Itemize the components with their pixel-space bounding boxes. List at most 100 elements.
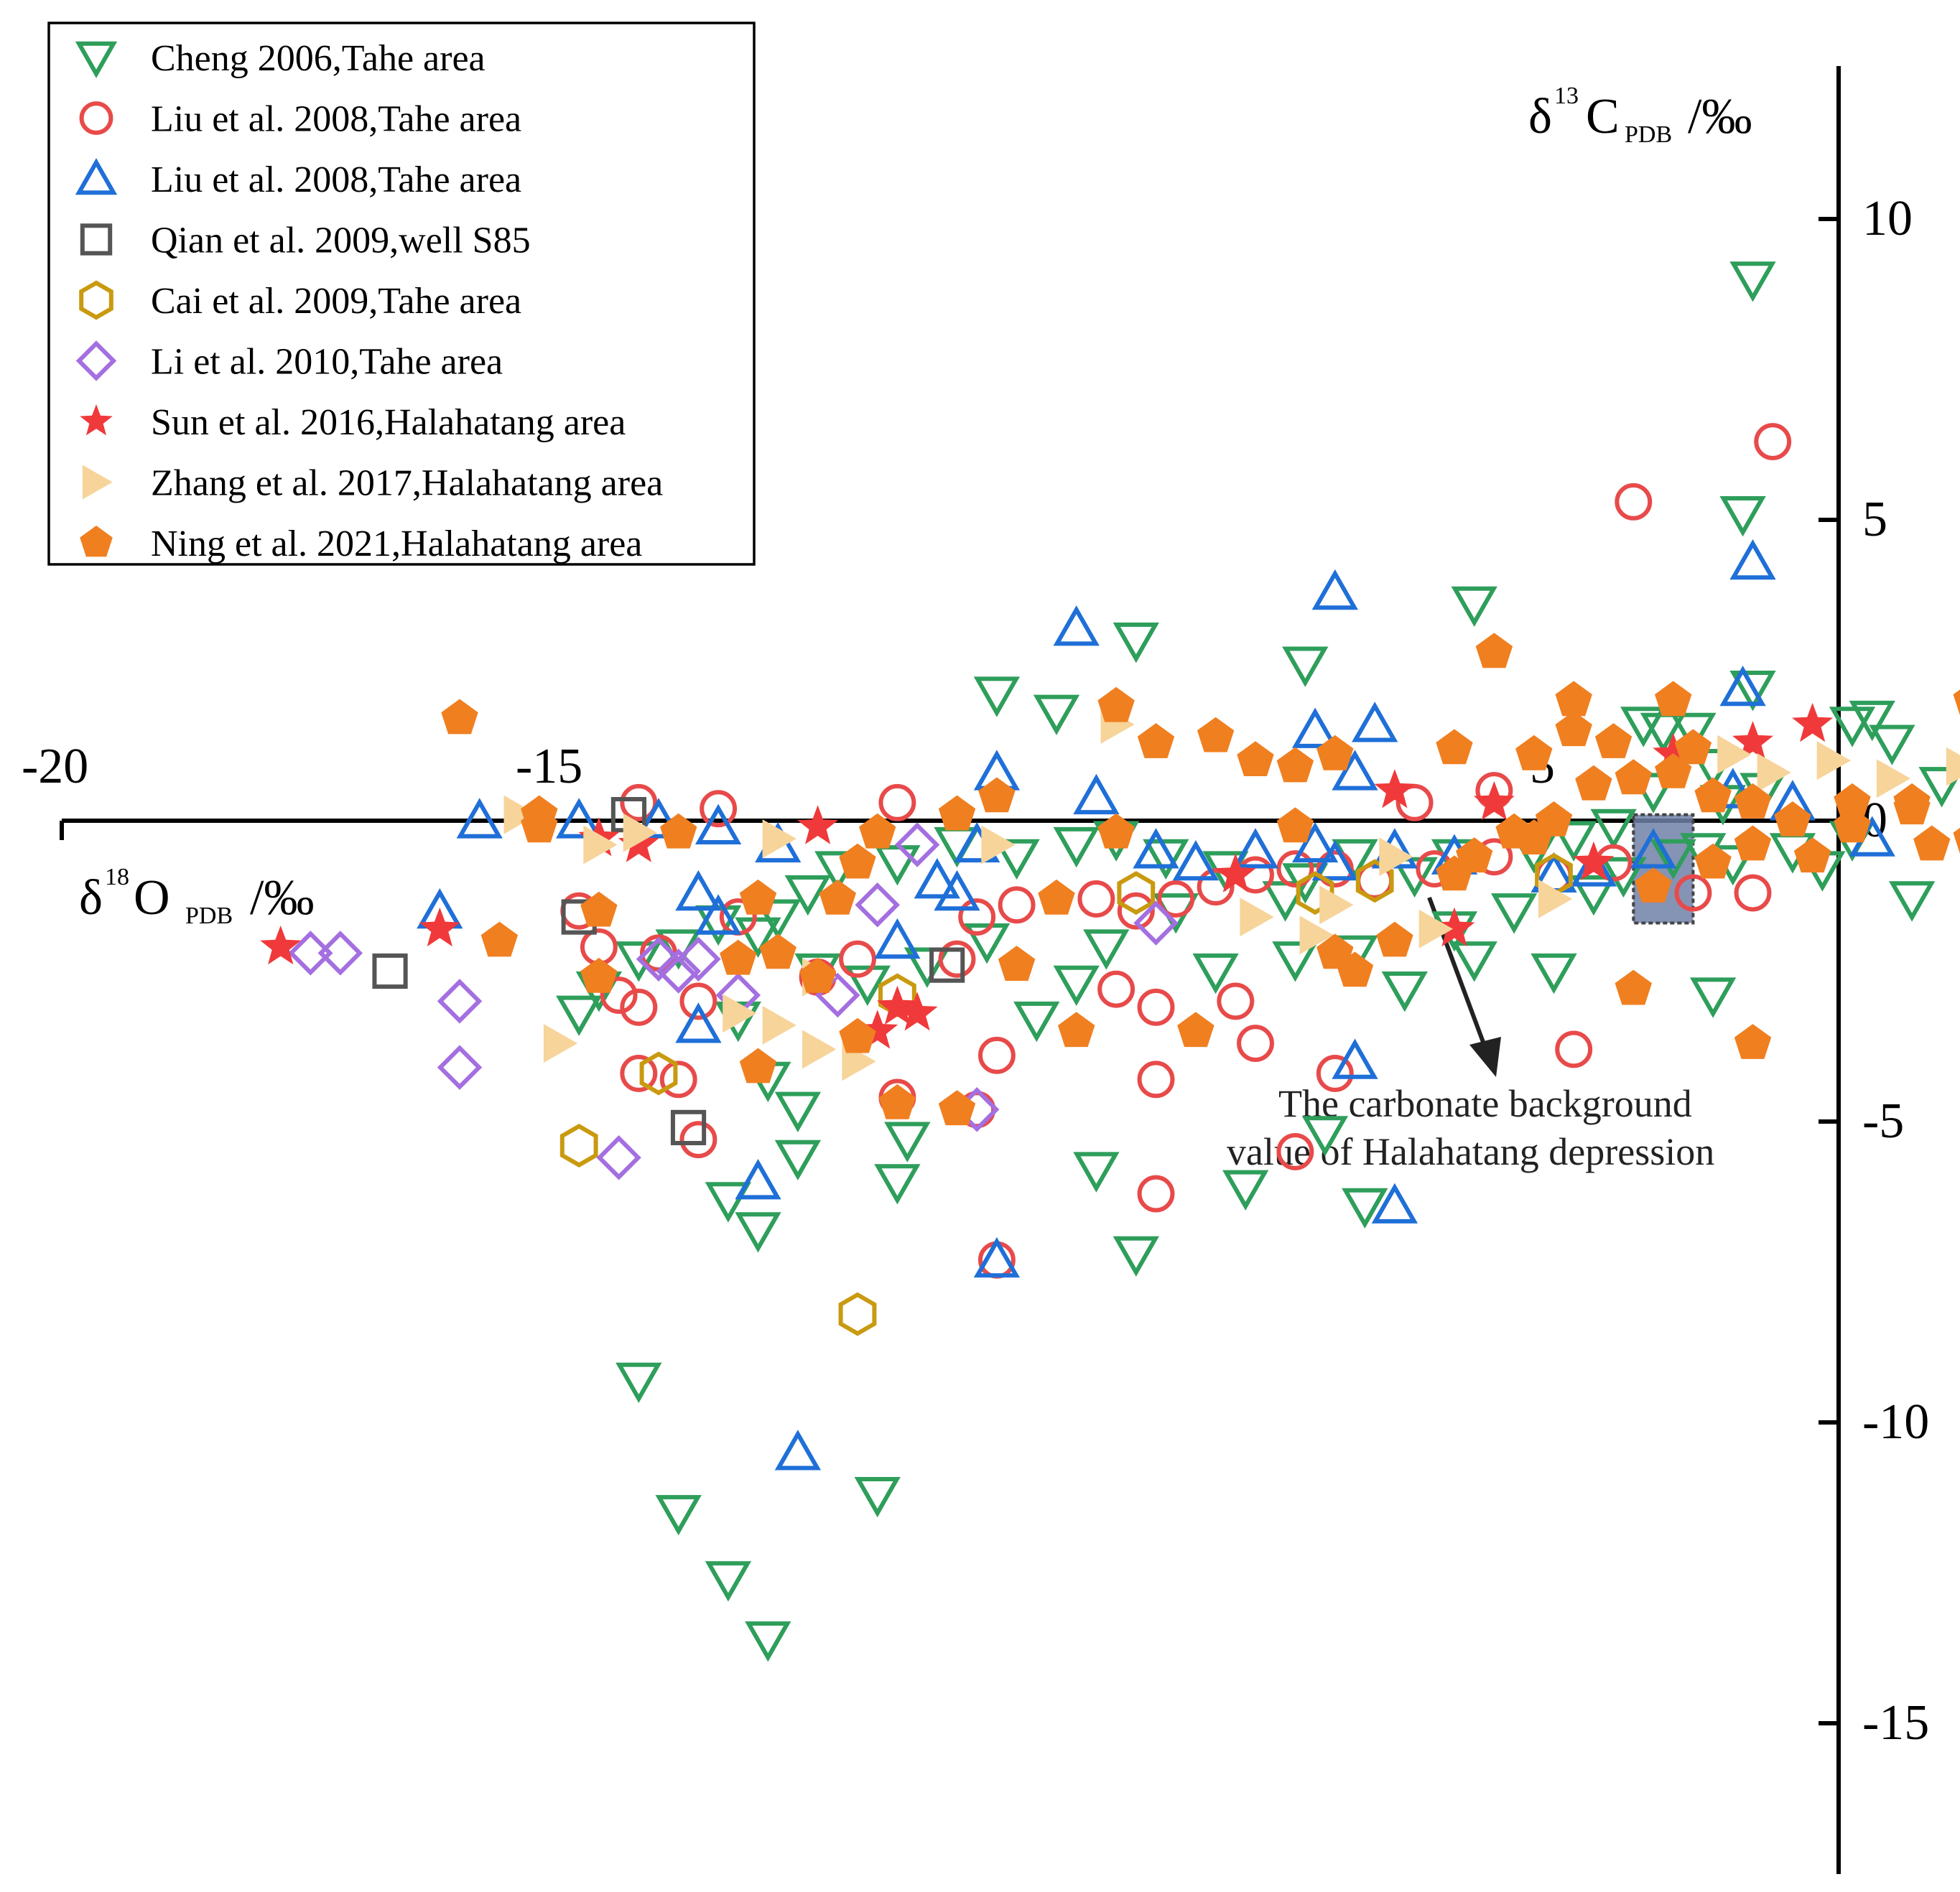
y-tick-label: 5 [1862, 492, 1887, 547]
y-tick-label: -5 [1862, 1094, 1904, 1149]
annotation-line-2: value of Halahatang depression [1227, 1130, 1714, 1173]
data-point [695, 803, 742, 844]
data-point [904, 947, 951, 988]
data-point [543, 1024, 578, 1063]
data-point [1033, 694, 1080, 735]
data-point [973, 676, 1021, 717]
data-point [1551, 821, 1597, 862]
legend-item: Sun et al. 2016,Halahatang area [80, 402, 626, 443]
data-point [456, 798, 503, 839]
data-point [288, 931, 333, 976]
data-point [859, 813, 896, 849]
data-point [1734, 874, 1772, 912]
data-point [1374, 769, 1416, 808]
data-point [1538, 879, 1573, 918]
data-point [1829, 707, 1876, 747]
data-point [1058, 1012, 1095, 1048]
data-point [857, 1010, 898, 1049]
data-point [1594, 723, 1632, 758]
data-point [620, 1055, 658, 1092]
annotation-line-1: The carbonate background [1278, 1082, 1692, 1125]
data-point [878, 1084, 916, 1119]
data-point [1237, 741, 1274, 776]
data-point [1436, 729, 1473, 765]
data-point [1575, 765, 1612, 801]
data-point [878, 783, 916, 821]
x-axis-title-letter: O [134, 870, 170, 926]
series-triangle-right [503, 704, 1960, 1081]
data-point [938, 795, 976, 831]
data-point [1391, 857, 1438, 898]
data-point [1222, 1170, 1269, 1211]
data-point [1053, 826, 1100, 868]
data-point [616, 941, 662, 982]
legend-item: Liu et al. 2008,Tahe area [79, 99, 521, 140]
data-point [839, 843, 876, 879]
data-point [1620, 707, 1667, 747]
data-point [679, 982, 717, 1020]
data-point [1073, 1152, 1120, 1193]
y-axis-title-superscript: 13 [1554, 83, 1579, 109]
x-axis-title: δ 18 O PDB /‰ [79, 864, 314, 929]
legend-label: Liu et al. 2008,Tahe area [151, 99, 521, 140]
legend-marker [75, 340, 117, 381]
data-point [1336, 951, 1374, 987]
data-point [1113, 1236, 1159, 1277]
data-point [1732, 721, 1773, 760]
data-point [1754, 423, 1792, 461]
data-point [1143, 839, 1189, 880]
data-point [1276, 1132, 1314, 1170]
data-point [1451, 941, 1497, 982]
data-point [1137, 1061, 1175, 1099]
x-axis-title-unit: /‰ [250, 870, 314, 926]
data-point [620, 988, 658, 1026]
data-point [1113, 623, 1159, 663]
data-point [1073, 773, 1120, 815]
data-point [1515, 735, 1553, 770]
data-point [1630, 828, 1677, 869]
data-point [1418, 909, 1453, 949]
data-point [1197, 717, 1235, 752]
data-point [1240, 898, 1274, 937]
data-point [556, 995, 603, 1036]
data-point [1615, 759, 1652, 795]
data-point [1689, 977, 1737, 1018]
legend-item: Li et al. 2010,Tahe area [75, 340, 503, 383]
data-point [894, 822, 940, 867]
data-point [1869, 724, 1915, 765]
data-point [705, 1182, 752, 1223]
data-point [1053, 965, 1100, 1006]
data-point [1013, 1001, 1060, 1043]
data-point [372, 953, 408, 989]
data-point [745, 1621, 791, 1662]
series-pentagon [441, 633, 1960, 1126]
data-points [260, 261, 1960, 1662]
data-point [441, 699, 478, 735]
data-point [1570, 875, 1617, 916]
data-point [1635, 867, 1672, 903]
data-point [1133, 828, 1179, 869]
data-point [1573, 841, 1615, 880]
series-triangle-up [417, 539, 1895, 1471]
data-point [720, 939, 757, 975]
data-point [1834, 783, 1871, 819]
data-point [998, 886, 1036, 924]
data-point [762, 1005, 796, 1045]
data-point [1097, 813, 1135, 849]
data-point [1117, 892, 1155, 930]
legend-item: Zhang et al. 2017,Halahatang area [82, 463, 663, 504]
data-point [1913, 825, 1951, 861]
data-point [1888, 881, 1936, 922]
data-point [1311, 569, 1358, 610]
data-point [844, 965, 891, 1006]
data-point [700, 790, 738, 828]
data-point [503, 795, 538, 834]
data-point [437, 1045, 483, 1090]
data-point [759, 933, 796, 969]
data-point [1719, 496, 1766, 537]
data-point [1555, 1030, 1593, 1068]
data-point [1918, 767, 1960, 808]
data-point [884, 1122, 931, 1162]
data-point [1717, 735, 1752, 774]
